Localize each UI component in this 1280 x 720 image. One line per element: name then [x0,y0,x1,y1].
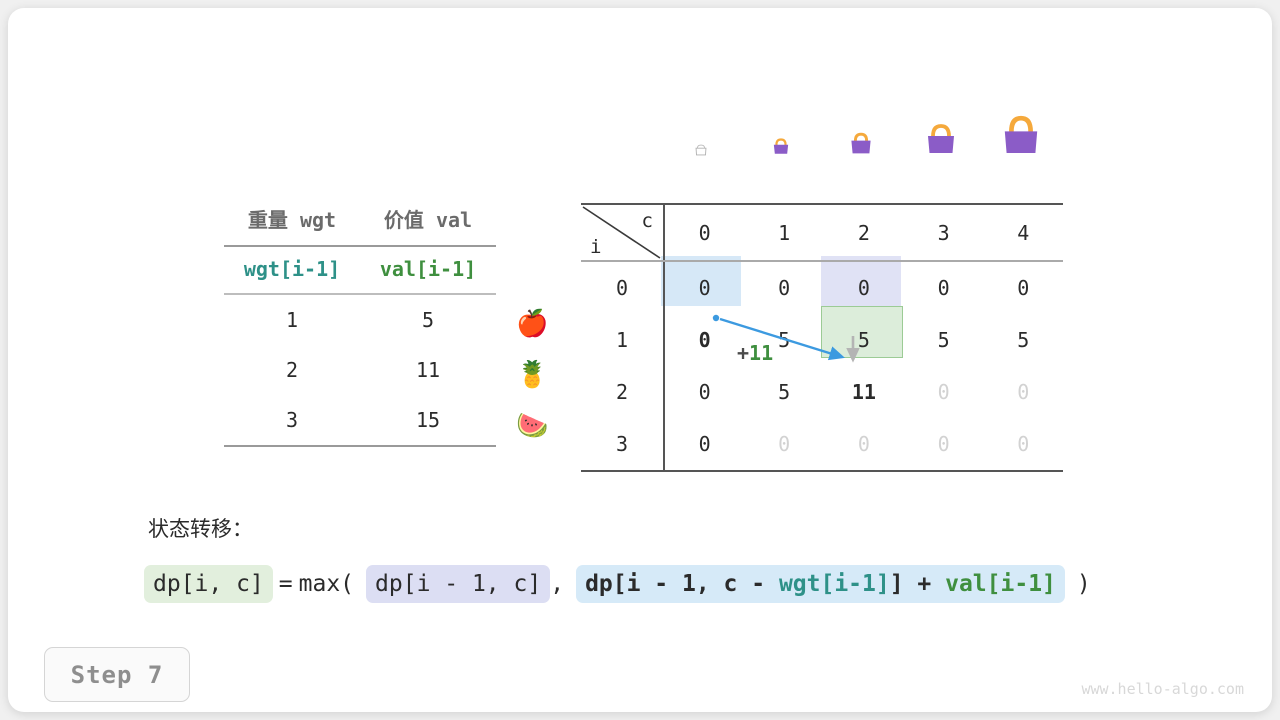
item-val-2: 11 [415,358,441,382]
pineapple-icon: 🍍 [516,360,549,390]
dp-cell-1-2: 5 [857,328,870,352]
item-table-subheader-val: val[i-1] [360,246,496,295]
dp-col-header-3: 3 [903,203,984,262]
dp-cell-0-4: 0 [1017,276,1030,300]
item-row-1: 1 5 [224,294,496,345]
bag-icon-capacity-0 [661,141,741,159]
dp-cell-3-2: 0 [823,418,904,472]
formula-arg-take-mid: ] + [889,571,946,597]
item-table-header-wgt: 重量 wgt [224,198,360,247]
dp-col-header-1: 1 [744,203,824,262]
formula-arg-take: dp[i - 1, c - wgt[i-1]] + val[i-1] [576,565,1065,603]
dp-col-header-2: 2 [823,203,904,262]
dp-col-header-row: c i 0 1 2 3 4 [581,203,1063,262]
dp-row-header-3: 3 [581,418,665,472]
dp-cell-3-3: 0 [903,418,984,472]
item-table-header-row: 重量 wgt 价值 val [224,198,496,247]
dp-cell-2-0: 0 [698,380,711,404]
dp-cell-1-3: 5 [937,328,950,352]
transition-formula: dp[i, c] = max( dp[i - 1, c] , dp[i - 1,… [144,565,1091,603]
dp-row-header-1: 1 [581,314,665,366]
highlight-cell-no-take [821,256,901,306]
dp-cell-2-2: 11 [851,380,876,404]
formula-equals: = [278,571,293,597]
dp-row-3: 3 0 0 0 0 0 [581,418,1063,472]
formula-arg-no-take: dp[i - 1, c] [366,565,551,603]
dp-corner-row-label: i [590,236,602,258]
formula-arg-take-pre: dp[i - 1, c - [585,571,779,597]
dp-corner-col-label: c [641,210,653,232]
item-wgt-3: 3 [224,395,360,447]
dp-cell-1-0: 0 [698,328,711,352]
plus-value-annotation: +11 [737,341,773,365]
dp-grid: c i 0 1 2 3 4 0 0 0 0 [581,203,1063,472]
item-row-2: 2 11 [224,345,496,395]
dp-cell-2-4: 0 [1017,380,1030,404]
slide-card: 重量 wgt 价值 val wgt[i-1] val[i-1] 1 5 2 11 [8,8,1272,712]
dp-cell-0-3: 0 [937,276,950,300]
formula-max-open: max( [298,571,355,597]
dp-row-header-2: 2 [581,366,665,418]
plus-value: 11 [749,341,774,365]
dp-cell-1-4: 5 [1017,328,1030,352]
dp-cell-3-0: 0 [663,418,745,472]
dp-cell-0-0: 0 [698,276,711,300]
dp-row-2: 2 0 5 11 0 0 [581,366,1063,418]
item-table-subheader-wgt: wgt[i-1] [224,246,360,295]
transition-label: 状态转移： [148,517,253,541]
apple-icon: 🍎 [516,309,549,339]
formula-close: ) [1076,571,1091,597]
watermelon-icon: 🍉 [516,411,549,441]
formula-arg-take-wgt: wgt[i-1] [778,571,890,597]
dp-cell-0-2: 0 [857,276,870,300]
dp-cell-3-4: 0 [983,418,1063,472]
step-badge: Step 7 [44,647,190,702]
item-row-3: 3 15 [224,395,496,447]
dp-col-header-4: 4 [983,203,1063,262]
dp-corner-cell: c i [581,203,665,262]
dp-row-0: 0 0 0 0 0 0 [581,261,1063,314]
highlight-cell-prev-source [661,256,741,306]
bag-icon-capacity-1 [741,133,821,159]
watermark: www.hello-algo.com [1081,680,1244,698]
item-val-3: 15 [360,395,496,447]
formula-comma: , [550,571,565,597]
item-table: 重量 wgt 价值 val wgt[i-1] val[i-1] 1 5 2 11 [224,198,496,447]
dp-cell-0-1: 0 [778,276,791,300]
dp-col-header-0: 0 [663,203,745,262]
dp-cell-2-3: 0 [937,380,950,404]
item-wgt-1: 1 [285,308,299,332]
dp-cell-2-1: 5 [778,380,791,404]
bag-icon-capacity-2 [821,127,901,159]
item-table-subheader-row: wgt[i-1] val[i-1] [224,246,496,295]
bag-icon-capacity-3 [901,119,981,159]
dp-row-header-0: 0 [581,261,665,314]
dp-table-region: c i 0 1 2 3 4 0 0 0 0 [581,115,1063,472]
plus-sign: + [737,341,750,365]
dp-cell-3-1: 0 [744,418,824,472]
bag-icon-capacity-4 [981,111,1061,159]
formula-arg-take-val: val[i-1] [945,571,1056,597]
item-table-header-val: 价值 val [360,198,496,247]
item-wgt-2: 2 [285,358,299,382]
dp-row-1: 1 0 5 5 5 5 [581,314,1063,366]
formula-target: dp[i, c] [144,565,273,603]
item-val-1: 5 [421,308,435,332]
